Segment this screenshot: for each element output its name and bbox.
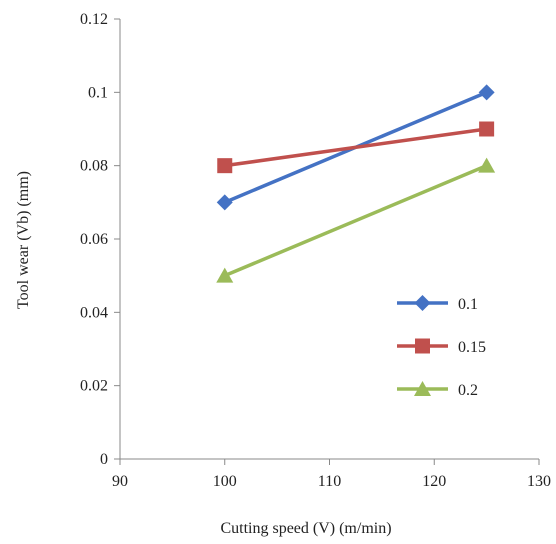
series-0-15: [217, 121, 495, 174]
legend-marker: [415, 338, 430, 354]
series-layer: [216, 84, 496, 283]
series-line: [224, 127, 487, 168]
legend-marker: [414, 381, 431, 396]
series-line: [224, 164, 488, 278]
x-tick-label: 110: [318, 473, 341, 490]
legend-item: 0.15: [397, 338, 486, 356]
x-tick-label: 120: [422, 473, 446, 490]
legend-label: 0.1: [458, 296, 478, 313]
y-tick-label: 0.06: [80, 231, 108, 248]
y-tick-label: 0.08: [80, 158, 108, 175]
y-tick-label: 0.12: [80, 11, 108, 28]
y-tick-label: 0: [100, 451, 108, 468]
y-tick-label: 0.04: [80, 304, 108, 321]
legend: 0.1 0.15 0.2: [397, 295, 486, 399]
legend-marker: [414, 295, 431, 311]
legend-item: 0.2: [397, 381, 478, 399]
y-tick-label: 0.1: [88, 84, 108, 101]
legend-label: 0.2: [458, 382, 478, 399]
x-axis-label: Cutting speed (V) (m/min): [220, 520, 391, 537]
y-axis-ticks: 0 0.02 0.04 0.06 0.08 0.1 0.12: [80, 11, 120, 468]
x-tick-label: 130: [527, 473, 551, 490]
series-0-2: [216, 157, 496, 283]
x-tick-label: 100: [213, 473, 237, 490]
y-tick-label: 0.02: [80, 378, 108, 395]
data-point: [216, 194, 233, 211]
data-point: [479, 121, 495, 137]
legend-item: 0.1: [397, 295, 478, 313]
data-point: [478, 157, 496, 173]
x-tick-label: 90: [112, 473, 128, 490]
y-axis-label: Tool wear (Vb) (mm): [15, 171, 32, 309]
data-point: [216, 267, 234, 283]
data-point: [478, 84, 495, 101]
x-axis-ticks: 90 100 110 120 130: [112, 459, 551, 490]
data-point: [217, 158, 233, 174]
legend-label: 0.15: [458, 339, 486, 356]
